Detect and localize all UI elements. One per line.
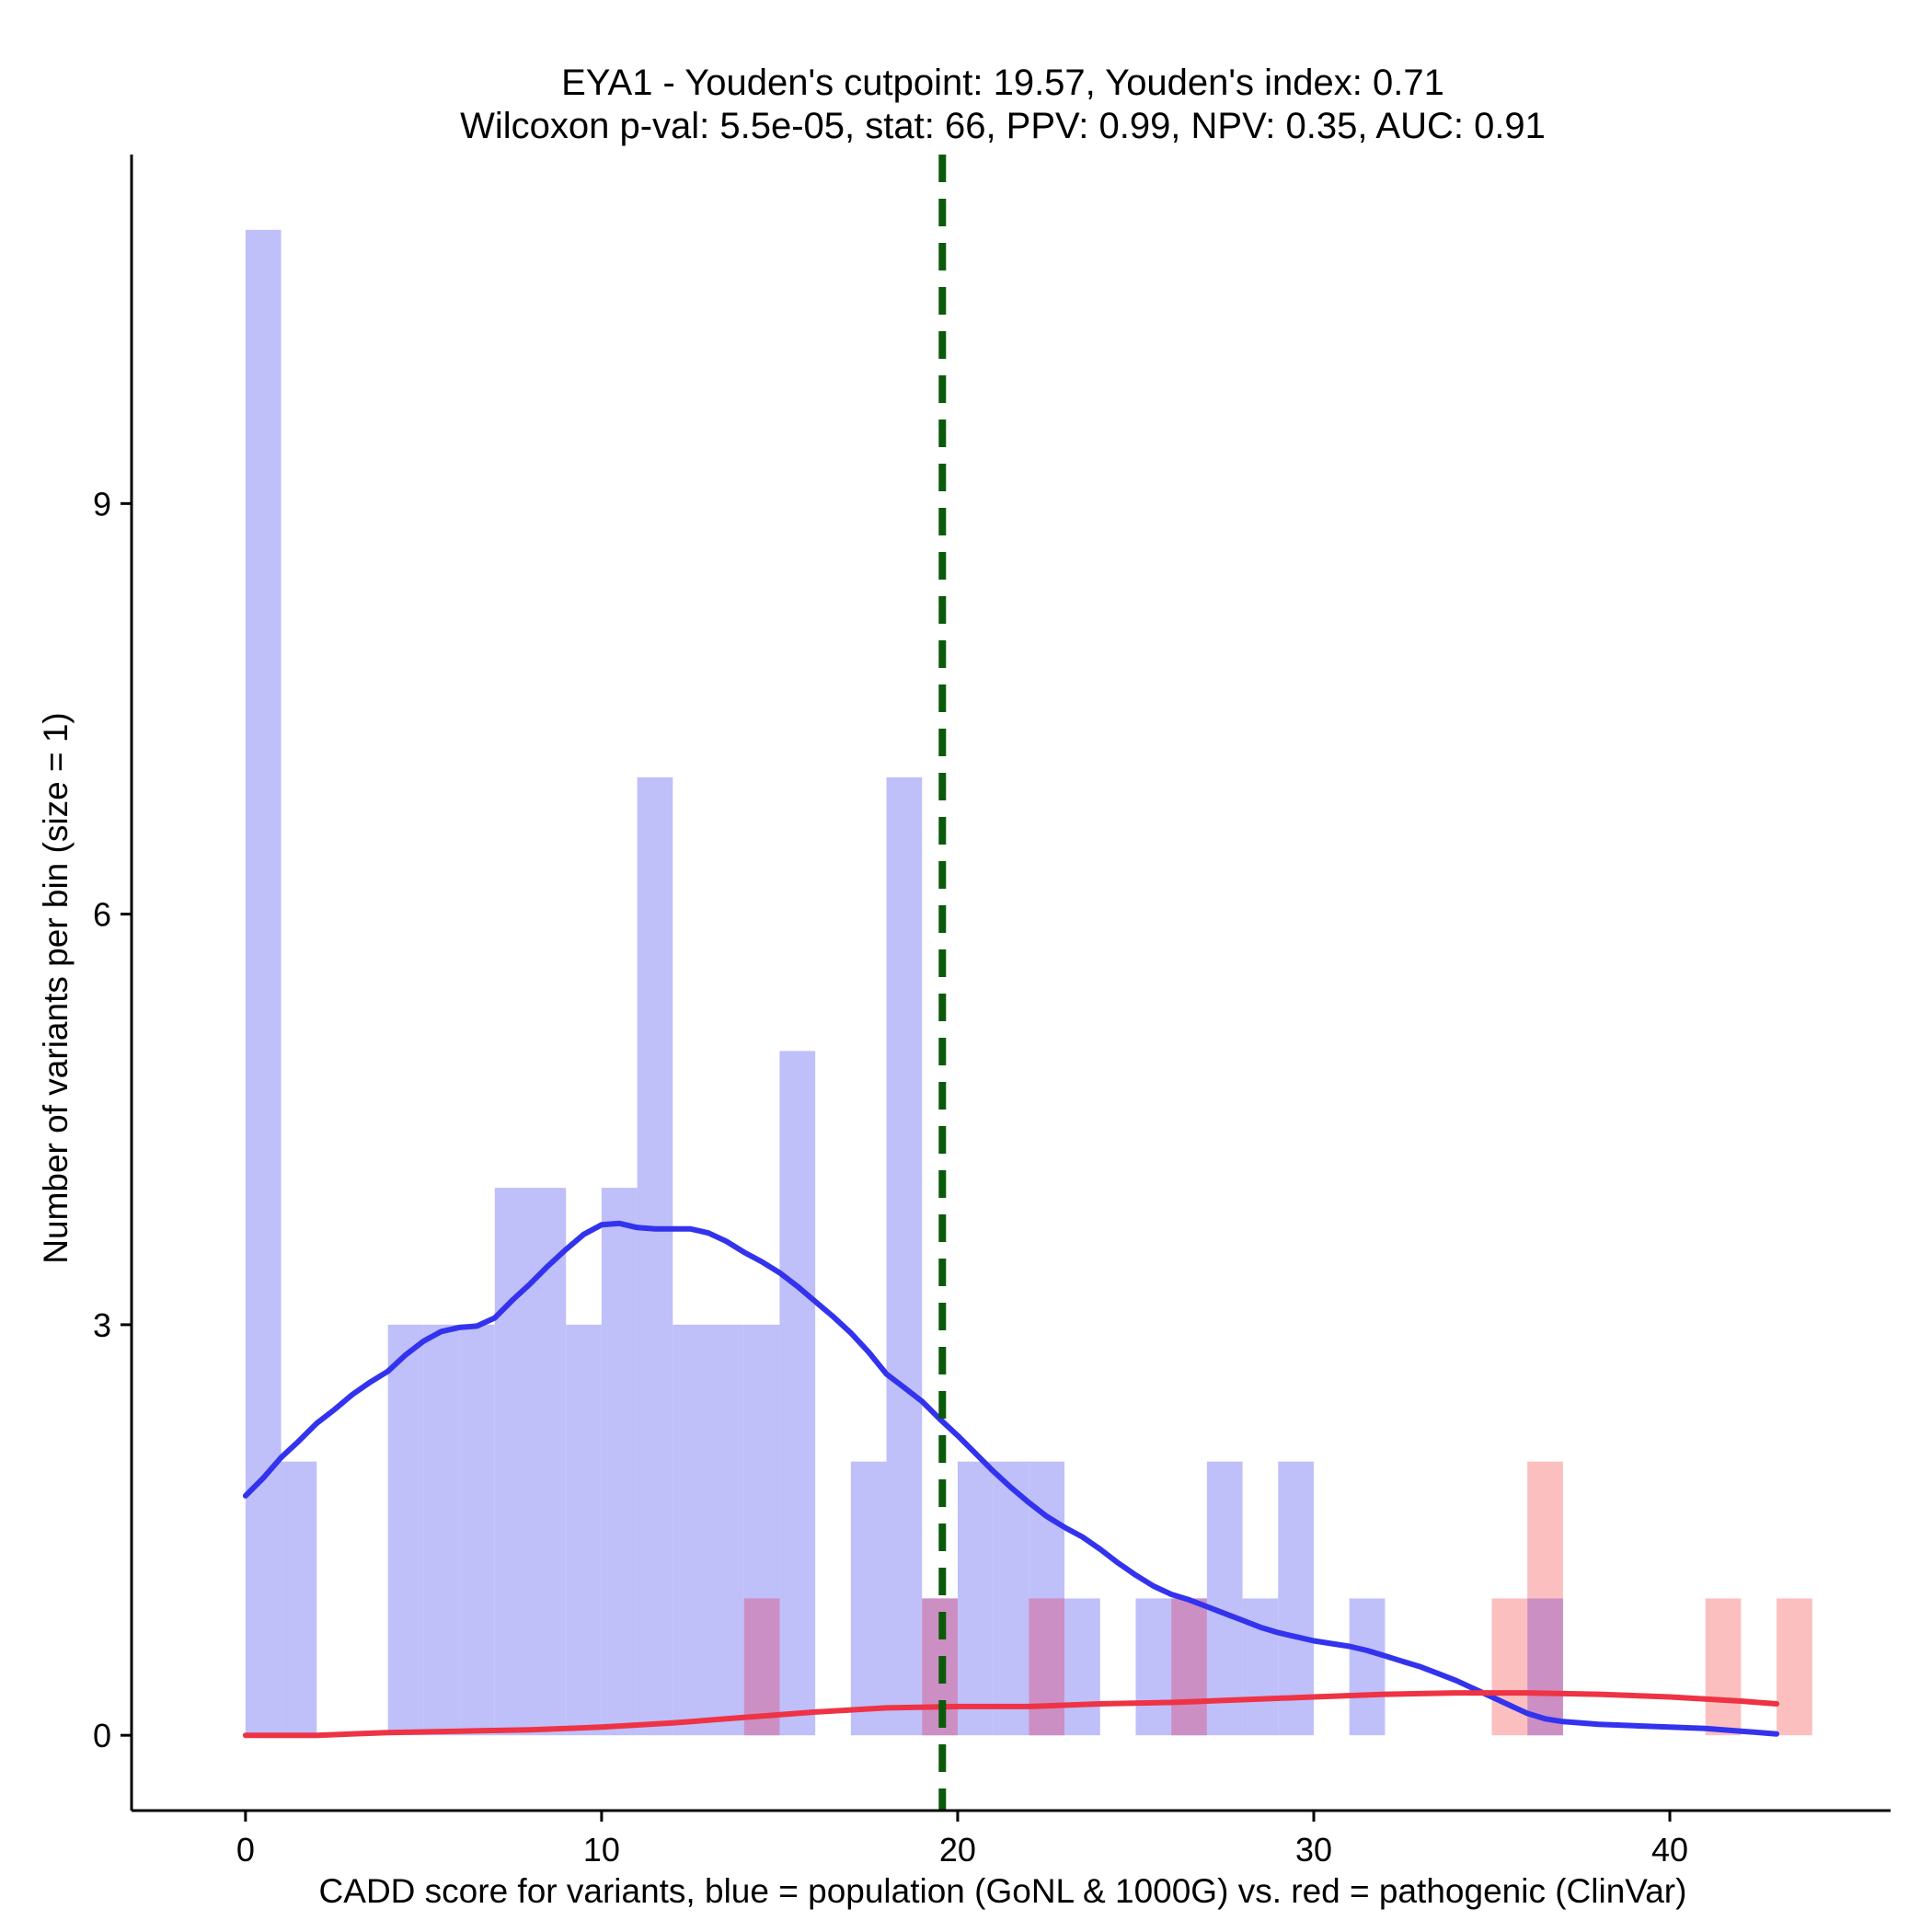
axes: 0 10 20 30 40 0 3 6 9 — [93, 155, 1891, 1869]
population-bar — [459, 1324, 495, 1736]
population-bar — [957, 1461, 994, 1736]
population-bars — [245, 229, 1563, 1736]
y-tick-label: 3 — [93, 1306, 111, 1344]
population-bar — [850, 1461, 887, 1736]
population-bar — [566, 1324, 602, 1736]
population-bar — [423, 1324, 460, 1736]
population-bar — [993, 1461, 1029, 1736]
population-bar — [1349, 1598, 1386, 1736]
y-axis-title: Number of variants per bin (size = 1) — [37, 712, 75, 1263]
population-bar — [1278, 1461, 1314, 1736]
chart-title-line-1: EYA1 - Youden's cutpoint: 19.57, Youden'… — [561, 63, 1444, 103]
x-tick-label: 10 — [583, 1831, 620, 1869]
population-bar — [1242, 1598, 1279, 1736]
pathogenic-bar — [1527, 1461, 1563, 1599]
population-density-curve — [242, 1220, 1780, 1737]
population-bar — [245, 229, 282, 1736]
y-axis-ticks: 0 3 6 9 — [93, 485, 132, 1754]
pathogenic-density-curve — [242, 1690, 1780, 1739]
x-tick-label: 40 — [1651, 1831, 1688, 1869]
x-tick-label: 20 — [939, 1831, 976, 1869]
population-bar — [281, 1461, 317, 1736]
population-bar — [779, 1051, 816, 1736]
pathogenic-bar — [1705, 1598, 1742, 1736]
pathogenic-bar — [1491, 1598, 1528, 1736]
population-bar — [708, 1324, 744, 1736]
population-bar — [1206, 1461, 1243, 1736]
pathogenic-bars — [743, 1461, 1812, 1736]
population-bar — [494, 1188, 531, 1736]
chart-title-line-2: Wilcoxon p-val: 5.5e-05, stat: 66, PPV: … — [460, 106, 1546, 146]
x-tick-label: 30 — [1295, 1831, 1332, 1869]
population-bar — [387, 1324, 424, 1736]
population-bar — [1064, 1598, 1100, 1736]
population-bar — [530, 1188, 567, 1736]
density-curves — [242, 1220, 1780, 1739]
population-bar — [673, 1324, 709, 1736]
pathogenic-bar-overlap — [1029, 1598, 1065, 1736]
y-tick-label: 0 — [93, 1717, 111, 1754]
x-axis-title: CADD score for variants, blue = populati… — [319, 1872, 1687, 1910]
x-tick-label: 0 — [236, 1831, 255, 1869]
population-bar — [1135, 1598, 1172, 1736]
pathogenic-bar — [1777, 1598, 1812, 1736]
y-tick-label: 9 — [93, 485, 111, 523]
population-bar — [601, 1188, 638, 1736]
population-bar — [637, 776, 673, 1736]
x-axis-ticks: 0 10 20 30 40 — [236, 1811, 1688, 1869]
population-bar — [886, 776, 923, 1736]
pathogenic-bar-overlap — [1171, 1598, 1207, 1736]
y-tick-label: 6 — [93, 896, 111, 934]
